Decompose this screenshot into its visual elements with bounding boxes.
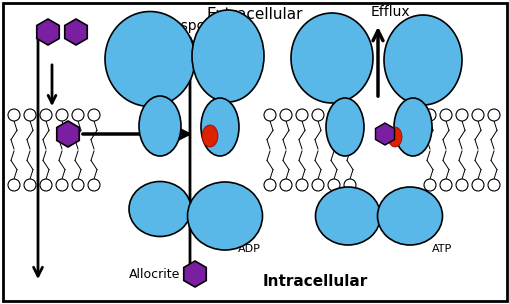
Circle shape bbox=[88, 109, 100, 121]
Ellipse shape bbox=[325, 98, 363, 156]
Circle shape bbox=[455, 179, 467, 191]
Ellipse shape bbox=[383, 15, 461, 105]
Ellipse shape bbox=[387, 127, 401, 147]
Circle shape bbox=[423, 109, 435, 121]
Polygon shape bbox=[183, 261, 206, 287]
Circle shape bbox=[471, 179, 483, 191]
Text: ATP: ATP bbox=[431, 244, 451, 254]
Text: Allocrite: Allocrite bbox=[129, 268, 180, 281]
Circle shape bbox=[487, 179, 499, 191]
Ellipse shape bbox=[291, 13, 372, 103]
Circle shape bbox=[24, 179, 36, 191]
Ellipse shape bbox=[393, 98, 431, 156]
Circle shape bbox=[295, 109, 307, 121]
Circle shape bbox=[327, 109, 340, 121]
Polygon shape bbox=[375, 123, 394, 145]
Circle shape bbox=[40, 179, 52, 191]
Circle shape bbox=[344, 179, 355, 191]
Text: Intracellular: Intracellular bbox=[262, 275, 367, 289]
Circle shape bbox=[455, 109, 467, 121]
Circle shape bbox=[279, 179, 292, 191]
Circle shape bbox=[279, 109, 292, 121]
Text: ABC transporter: ABC transporter bbox=[119, 19, 231, 33]
Ellipse shape bbox=[377, 187, 442, 245]
Polygon shape bbox=[56, 121, 79, 147]
Circle shape bbox=[56, 109, 68, 121]
Circle shape bbox=[264, 179, 275, 191]
Ellipse shape bbox=[315, 187, 380, 245]
Circle shape bbox=[423, 179, 435, 191]
Circle shape bbox=[264, 109, 275, 121]
Text: Extracellular: Extracellular bbox=[206, 6, 303, 22]
Circle shape bbox=[40, 109, 52, 121]
Circle shape bbox=[439, 179, 451, 191]
Circle shape bbox=[439, 109, 451, 121]
Ellipse shape bbox=[202, 125, 217, 147]
Text: NBD: NBD bbox=[215, 199, 240, 209]
Ellipse shape bbox=[191, 10, 264, 102]
Ellipse shape bbox=[187, 182, 262, 250]
Polygon shape bbox=[65, 19, 87, 45]
Circle shape bbox=[72, 109, 84, 121]
Circle shape bbox=[88, 179, 100, 191]
Text: Efflux: Efflux bbox=[370, 5, 409, 19]
Ellipse shape bbox=[105, 12, 194, 106]
Circle shape bbox=[312, 179, 323, 191]
Text: TMD: TMD bbox=[140, 53, 168, 65]
Polygon shape bbox=[37, 19, 59, 45]
Ellipse shape bbox=[139, 96, 181, 156]
Ellipse shape bbox=[129, 181, 191, 237]
Circle shape bbox=[295, 179, 307, 191]
Text: ADP: ADP bbox=[238, 244, 261, 254]
Circle shape bbox=[72, 179, 84, 191]
Circle shape bbox=[312, 109, 323, 121]
Circle shape bbox=[471, 109, 483, 121]
Circle shape bbox=[487, 109, 499, 121]
Circle shape bbox=[327, 179, 340, 191]
Circle shape bbox=[344, 109, 355, 121]
Circle shape bbox=[24, 109, 36, 121]
Circle shape bbox=[8, 179, 20, 191]
Circle shape bbox=[56, 179, 68, 191]
Circle shape bbox=[8, 109, 20, 121]
Ellipse shape bbox=[201, 98, 239, 156]
